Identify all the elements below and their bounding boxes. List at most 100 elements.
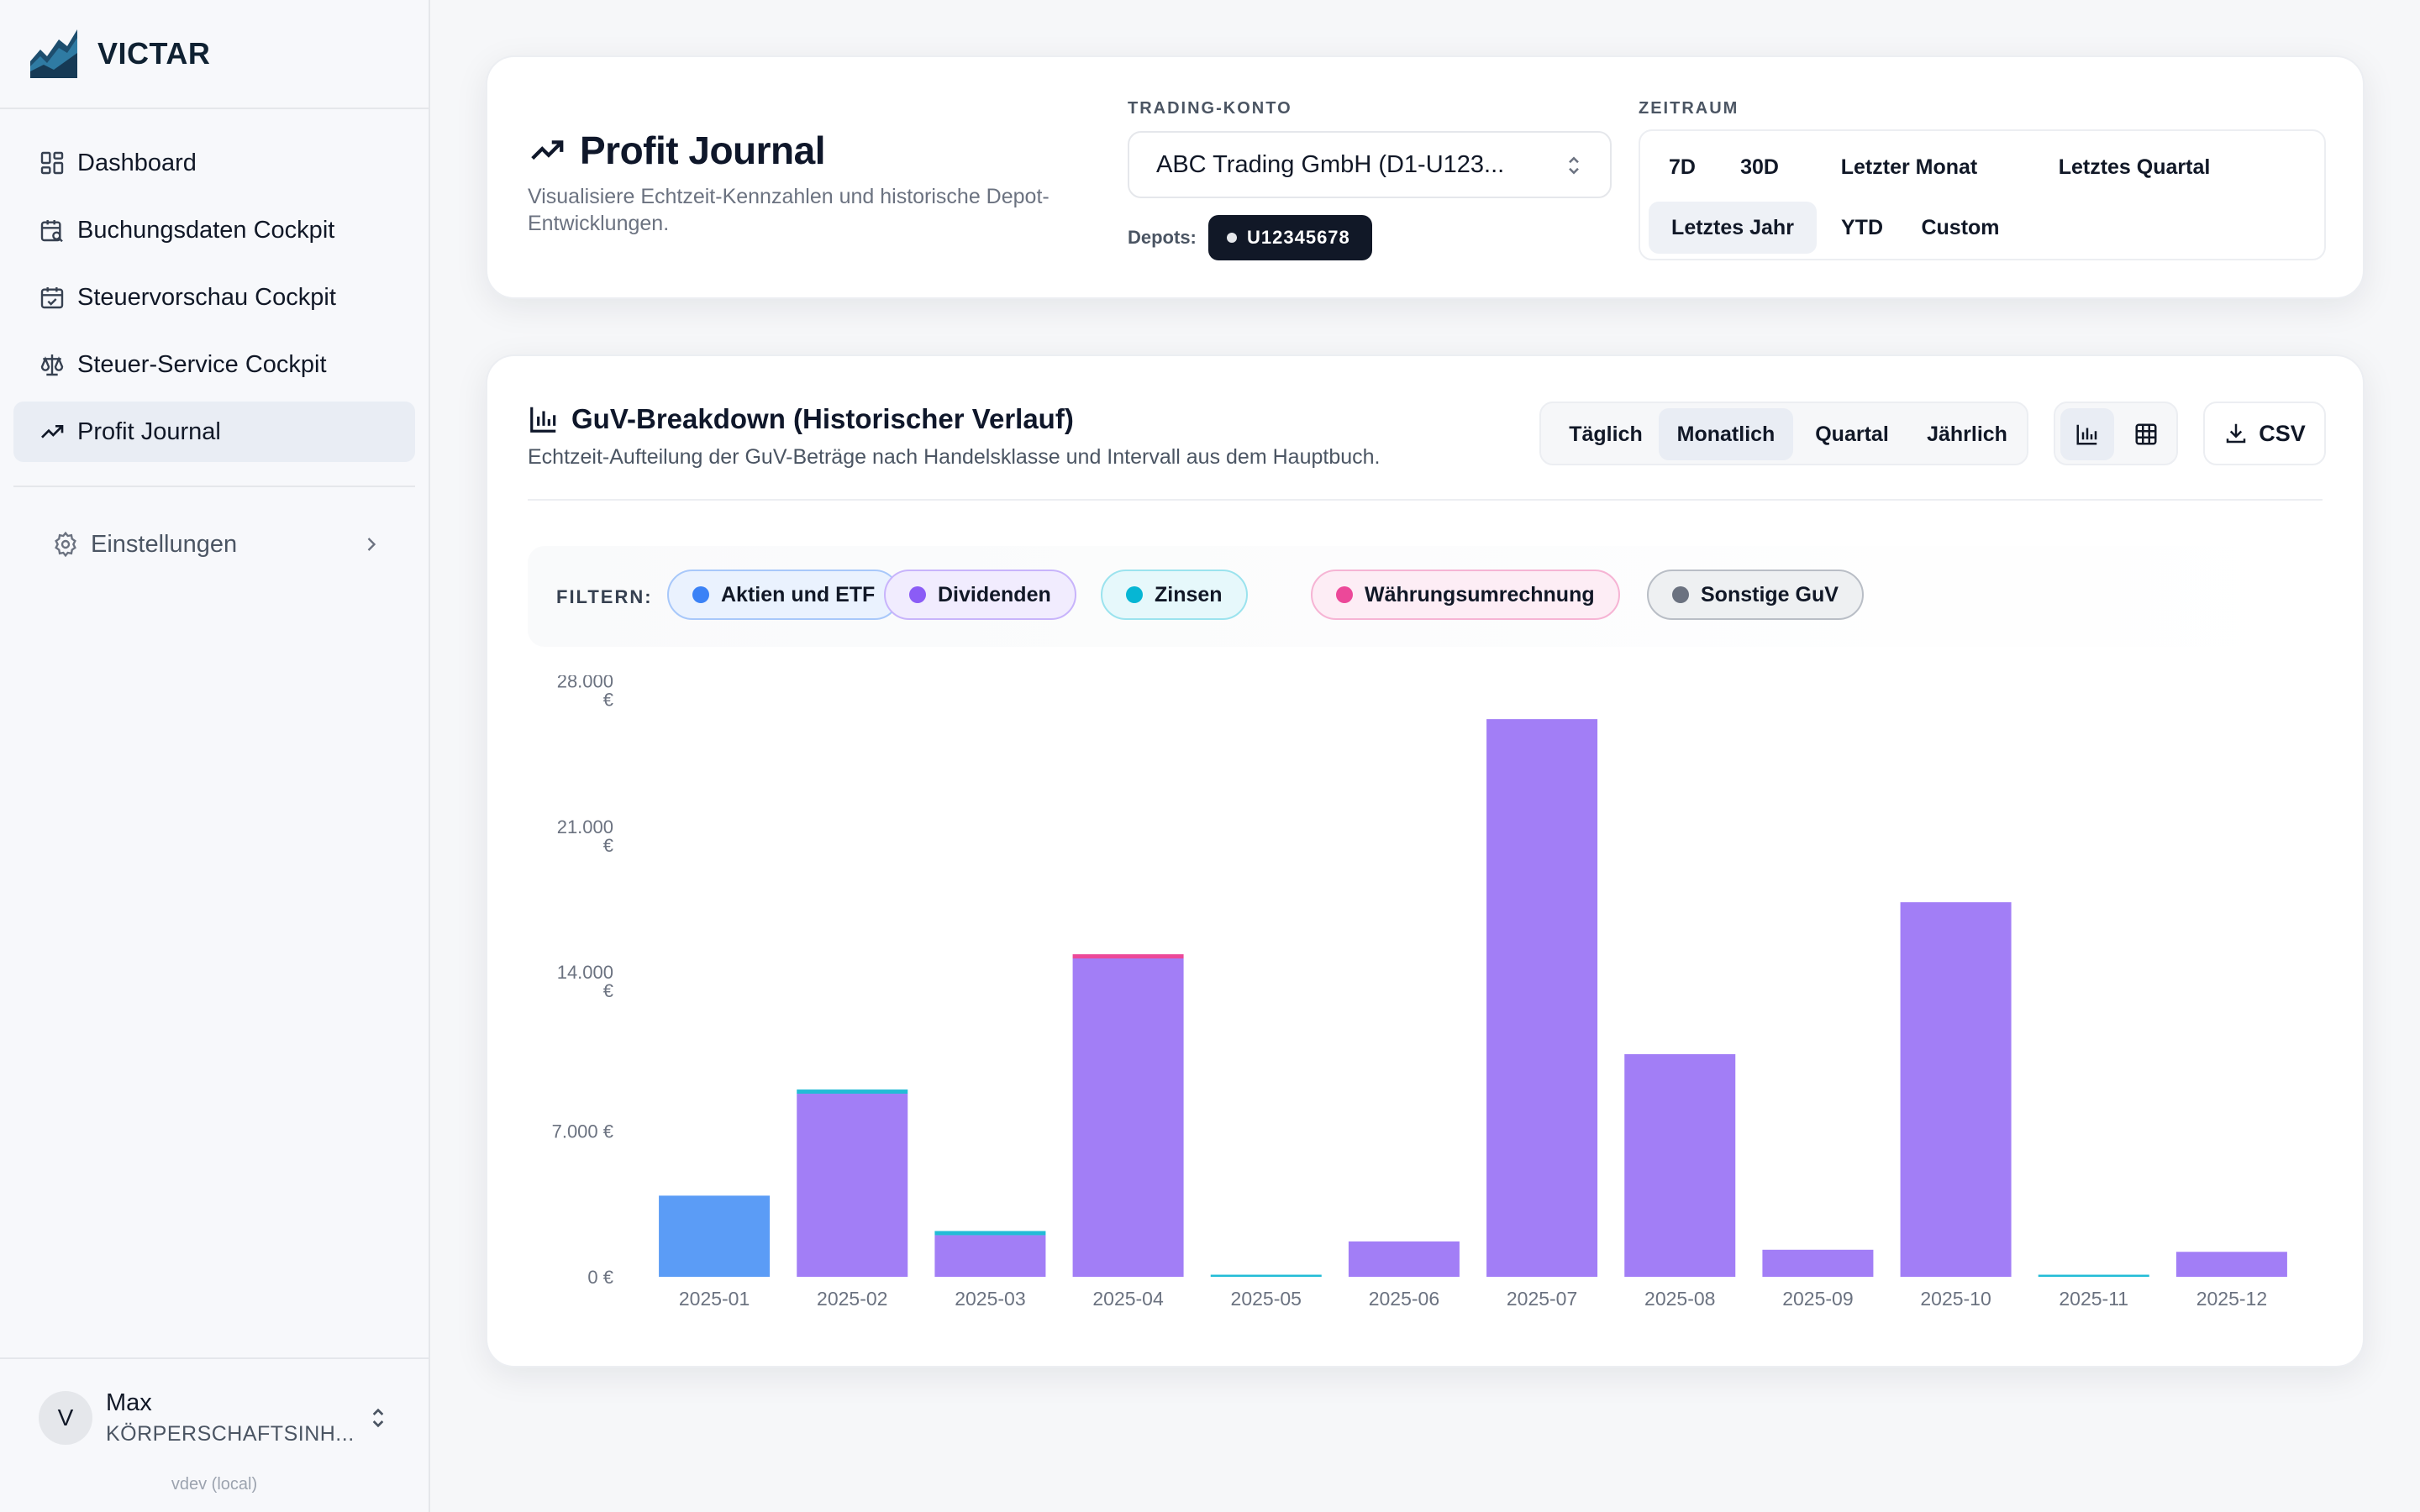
view-toggle — [2054, 402, 2178, 465]
breakdown-subtitle: Echtzeit-Aufteilung der GuV-Beträge nach… — [528, 445, 1381, 469]
interval-monthly[interactable]: Monatlich — [1659, 408, 1793, 460]
divider — [0, 1357, 429, 1359]
legend-dot-icon — [1672, 586, 1689, 603]
period-last-quarter[interactable]: Letztes Quartal — [2058, 155, 2211, 179]
filter-chip-label: Währungsumrechnung — [1365, 582, 1595, 606]
filter-chip-waehrungsumrechnung[interactable]: Währungsumrechnung — [1311, 570, 1620, 620]
calendar-check-icon — [40, 287, 64, 309]
chevron-right-icon — [367, 538, 376, 551]
bar-segment — [1624, 1053, 1736, 1277]
filter-label: FILTERN: — [556, 586, 653, 607]
x-tick-label: 2025-06 — [1369, 1288, 1439, 1310]
avatar: V — [39, 1391, 92, 1445]
calendar-search-icon — [40, 220, 63, 243]
bar-segment — [2038, 1274, 2149, 1277]
filter-row: FILTERN: Aktien und ETF Dividenden Zinse… — [528, 546, 2326, 647]
user-menu[interactable]: V Max KÖRPERSCHAFTSINH... — [39, 1388, 392, 1448]
filter-chip-label: Aktien und ETF — [721, 582, 876, 606]
page-subtitle: Visualisiere Echtzeit-Kennzahlen und his… — [528, 185, 1050, 235]
breakdown-card: GuV-Breakdown (Historischer Verlauf) Ech… — [486, 354, 2365, 1368]
victar-logo-icon — [30, 29, 77, 78]
x-tick-label: 2025-08 — [1644, 1288, 1715, 1310]
bar-chart-icon — [2076, 424, 2097, 445]
period-selector: 7D 30D Letzter Monat Letztes Quartal Let… — [1639, 129, 2326, 260]
sidebar-item-label: Steuervorschau Cockpit — [77, 283, 336, 311]
sidebar-item-steuer-service[interactable]: Steuer-Service Cockpit — [13, 334, 415, 395]
bar-segment — [1210, 1274, 1322, 1277]
filter-chip-label: Zinsen — [1155, 582, 1223, 606]
interval-yearly[interactable]: Jährlich — [1927, 422, 2007, 446]
sidebar: VICTAR Dashboard Buchungsdaten Cockpit S… — [0, 0, 430, 1512]
bar-segment — [934, 1235, 1046, 1277]
interval-selector: Täglich Monatlich Quartal Jährlich — [1539, 402, 2028, 465]
sidebar-item-label: Steuer-Service Cockpit — [77, 350, 327, 378]
x-tick-label: 2025-01 — [679, 1288, 750, 1310]
legend-dot-icon — [1126, 586, 1143, 603]
sidebar-nav: Dashboard Buchungsdaten Cockpit Steuervo… — [13, 133, 415, 469]
bar-segment — [1072, 954, 1184, 958]
header-card: Profit Journal Visualisiere Echtzeit-Ken… — [486, 55, 2365, 299]
trending-up-icon — [41, 425, 64, 438]
bar-segment — [1072, 958, 1184, 1277]
period-ytd[interactable]: YTD — [1841, 215, 1883, 239]
x-tick-label: 2025-09 — [1782, 1288, 1853, 1310]
x-tick-label: 2025-05 — [1231, 1288, 1302, 1310]
account-select[interactable]: ABC Trading GmbH (D1-U123... — [1128, 131, 1612, 198]
sidebar-item-steuervorschau[interactable]: Steuervorschau Cockpit — [13, 267, 415, 328]
sidebar-item-label: Dashboard — [77, 149, 197, 176]
chart-view-button[interactable] — [2060, 408, 2114, 460]
breakdown-title: GuV-Breakdown (Historischer Verlauf) — [528, 403, 1074, 435]
csv-export-button[interactable]: CSV — [2203, 402, 2326, 465]
depots-label: Depots: — [1128, 227, 1197, 248]
version-label: vdev (local) — [171, 1475, 258, 1494]
x-tick-label: 2025-10 — [1920, 1288, 1991, 1310]
y-tick-label: 21.000 € — [557, 816, 613, 856]
brand[interactable]: VICTAR — [29, 25, 210, 82]
legend-dot-icon — [692, 586, 709, 603]
bar-segment — [797, 1089, 908, 1095]
period-last-year[interactable]: Letztes Jahr — [1649, 202, 1817, 254]
filter-chip-label: Dividenden — [938, 582, 1051, 606]
y-tick-label: 7.000 € — [552, 1121, 613, 1142]
y-tick-label: 28.000 € — [557, 675, 613, 710]
legend-dot-icon — [909, 586, 926, 603]
sidebar-item-profit-journal[interactable]: Profit Journal — [13, 402, 415, 462]
y-tick-label: 0 € — [587, 1267, 613, 1288]
chevron-up-down-icon — [372, 1408, 384, 1428]
bar-segment — [934, 1231, 1046, 1236]
sidebar-item-label: Buchungsdaten Cockpit — [77, 216, 335, 244]
divider — [0, 108, 429, 109]
filter-chip-zinsen[interactable]: Zinsen — [1101, 570, 1248, 620]
sidebar-item-label: Profit Journal — [77, 417, 221, 445]
period-last-month[interactable]: Letzter Monat — [1840, 155, 1978, 179]
filter-chip-aktien-etf[interactable]: Aktien und ETF — [667, 570, 901, 620]
x-tick-label: 2025-03 — [955, 1288, 1025, 1310]
download-icon — [2226, 423, 2246, 444]
bar-segment — [1900, 902, 2012, 1277]
x-tick-label: 2025-02 — [817, 1288, 887, 1310]
sidebar-item-buchungsdaten[interactable]: Buchungsdaten Cockpit — [13, 200, 415, 260]
bar-segment — [1486, 719, 1598, 1277]
table-view-button[interactable] — [2119, 408, 2173, 460]
bar-chart-icon — [530, 407, 556, 433]
interval-quarter[interactable]: Quartal — [1815, 422, 1889, 446]
y-tick-label: 14.000 € — [557, 962, 613, 1001]
bar-segment — [1762, 1249, 1874, 1277]
x-tick-label: 2025-12 — [2196, 1288, 2267, 1310]
brand-name: VICTAR — [97, 36, 211, 71]
depot-badge[interactable]: U12345678 — [1208, 215, 1372, 260]
period-30d[interactable]: 30D — [1740, 155, 1779, 179]
filter-chip-sonstige-guv[interactable]: Sonstige GuV — [1647, 570, 1864, 620]
sidebar-item-settings[interactable]: Einstellungen — [13, 514, 383, 575]
bar-segment — [1348, 1241, 1460, 1277]
user-info: Max KÖRPERSCHAFTSINH... — [106, 1389, 355, 1446]
chevron-up-down-icon — [1569, 156, 1579, 175]
period-7d[interactable]: 7D — [1669, 155, 1696, 179]
period-custom[interactable]: Custom — [1921, 215, 2000, 239]
divider — [528, 499, 2323, 501]
interval-daily[interactable]: Täglich — [1569, 422, 1643, 446]
bar-segment — [2175, 1252, 2287, 1277]
sidebar-item-dashboard[interactable]: Dashboard — [13, 133, 415, 193]
gear-icon — [55, 531, 76, 558]
filter-chip-dividenden[interactable]: Dividenden — [884, 570, 1076, 620]
